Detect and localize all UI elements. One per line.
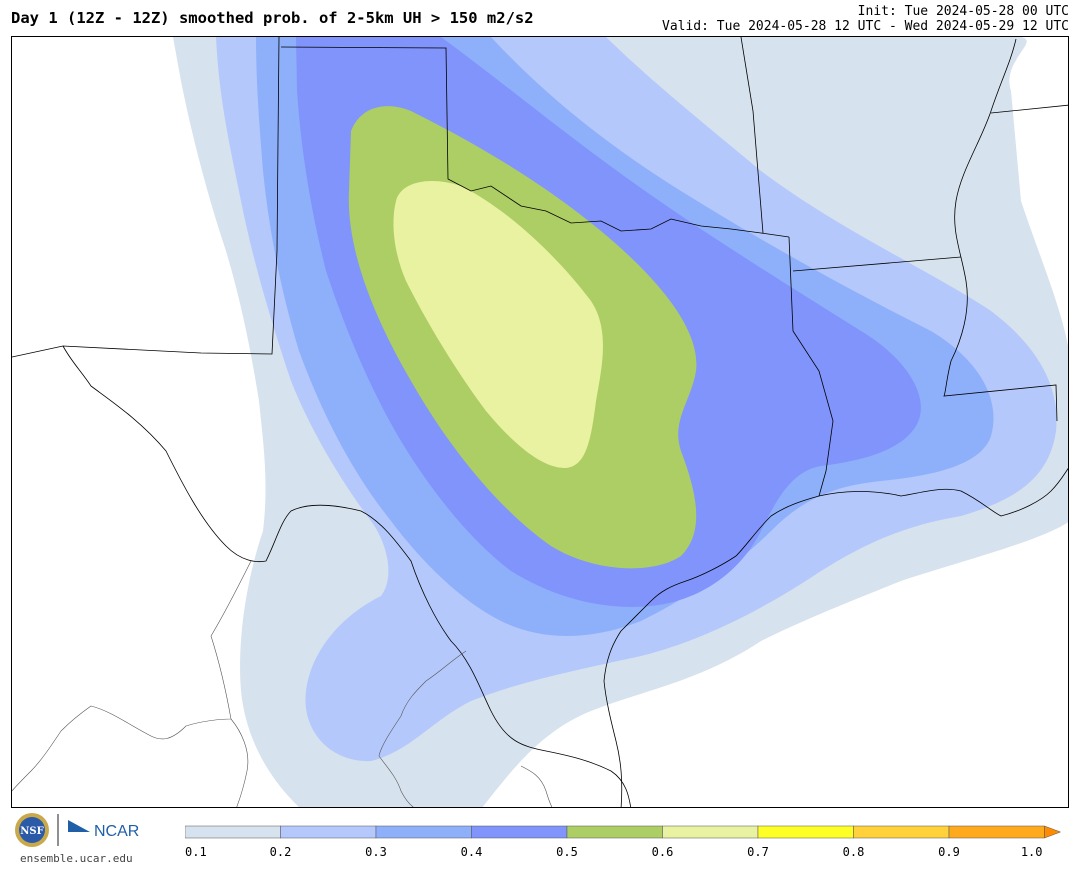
colorbar-tick-label: 1.0 [1021, 845, 1043, 859]
colorbar-segment [471, 825, 568, 839]
colorbar-over-arrow [1044, 825, 1062, 839]
probability-map [11, 36, 1069, 808]
ncar-logo-text: NCAR [94, 823, 139, 840]
map-title: Day 1 (12Z - 12Z) smoothed prob. of 2-5k… [11, 9, 534, 27]
logo-area: NSF NCAR [14, 812, 144, 852]
colorbar-segment [184, 825, 281, 839]
nsf-logo-text: NSF [20, 826, 43, 837]
colorbar-tick-label: 0.3 [365, 845, 387, 859]
colorbar-segment [375, 825, 472, 839]
valid-time: Valid: Tue 2024-05-28 12 UTC - Wed 2024-… [662, 19, 1069, 34]
colorbar-segment [566, 825, 663, 839]
site-url: ensemble.ucar.edu [20, 852, 133, 865]
colorbar-segment [853, 825, 950, 839]
colorbar-tick-label: 0.2 [270, 845, 292, 859]
colorbar: 0.1 0.2 0.3 0.4 0.5 0.6 0.7 0.8 0.9 1.0 [184, 824, 1070, 864]
ncar-logo: NCAR [68, 820, 139, 840]
colorbar-segment [757, 825, 854, 839]
colorbar-segment [948, 825, 1045, 839]
colorbar-tick-label: 0.6 [652, 845, 674, 859]
colorbar-segment [662, 825, 759, 839]
map-canvas [12, 37, 1068, 807]
colorbar-tick-label: 0.1 [185, 845, 207, 859]
colorbar-tick-label: 0.9 [938, 845, 960, 859]
colorbar-segment [280, 825, 377, 839]
nsf-logo: NSF [15, 813, 49, 847]
init-time: Init: Tue 2024-05-28 00 UTC [857, 4, 1069, 19]
colorbar-tick-label: 0.5 [556, 845, 578, 859]
colorbar-tick-label: 0.4 [461, 845, 483, 859]
run-info: Init: Tue 2024-05-28 00 UTC Valid: Tue 2… [662, 4, 1069, 34]
prob-fill-0.6 [393, 181, 603, 469]
colorbar-tick-label: 0.7 [747, 845, 769, 859]
state-boundaries [12, 37, 1068, 807]
colorbar-tick-label: 0.8 [843, 845, 865, 859]
